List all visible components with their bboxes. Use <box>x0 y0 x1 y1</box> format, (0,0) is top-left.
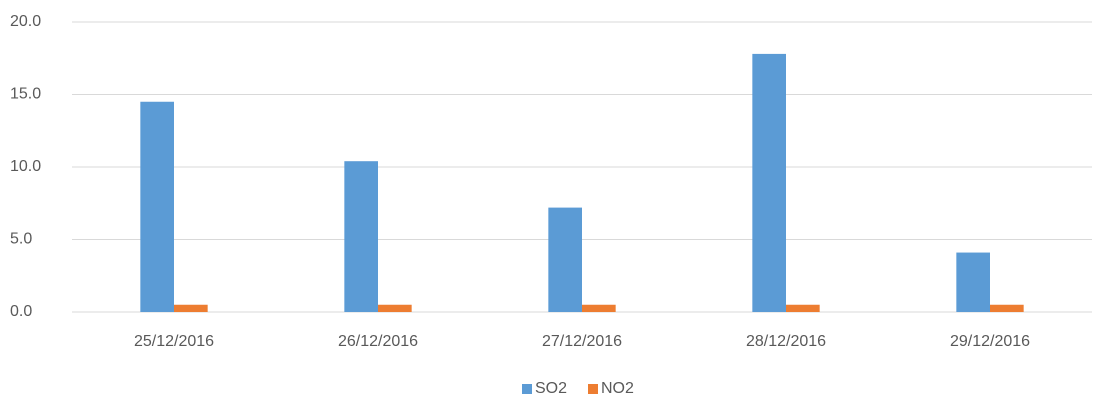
y-tick-label: 0.0 <box>10 303 32 320</box>
y-tick-label: 5.0 <box>10 231 32 248</box>
bar <box>174 304 208 312</box>
bar <box>786 304 820 312</box>
y-tick-label: 10.0 <box>10 158 41 175</box>
bar <box>378 304 412 312</box>
legend-label: SO2 <box>535 380 567 397</box>
x-tick-label: 28/12/2016 <box>746 333 826 350</box>
x-tick-label: 25/12/2016 <box>134 333 214 350</box>
legend-label: NO2 <box>601 380 634 397</box>
y-tick-label: 20.0 <box>10 13 41 30</box>
bar <box>752 53 786 313</box>
legend-swatch <box>588 384 598 394</box>
legend-swatch <box>522 384 532 394</box>
bar <box>140 101 174 312</box>
x-tick-label: 29/12/2016 <box>950 333 1030 350</box>
bar <box>582 304 616 312</box>
x-tick-label: 27/12/2016 <box>542 333 622 350</box>
bar <box>990 304 1024 312</box>
bar <box>548 207 582 312</box>
bar <box>956 252 990 312</box>
y-tick-label: 15.0 <box>10 86 41 103</box>
x-tick-label: 26/12/2016 <box>338 333 418 350</box>
bar <box>344 161 378 312</box>
